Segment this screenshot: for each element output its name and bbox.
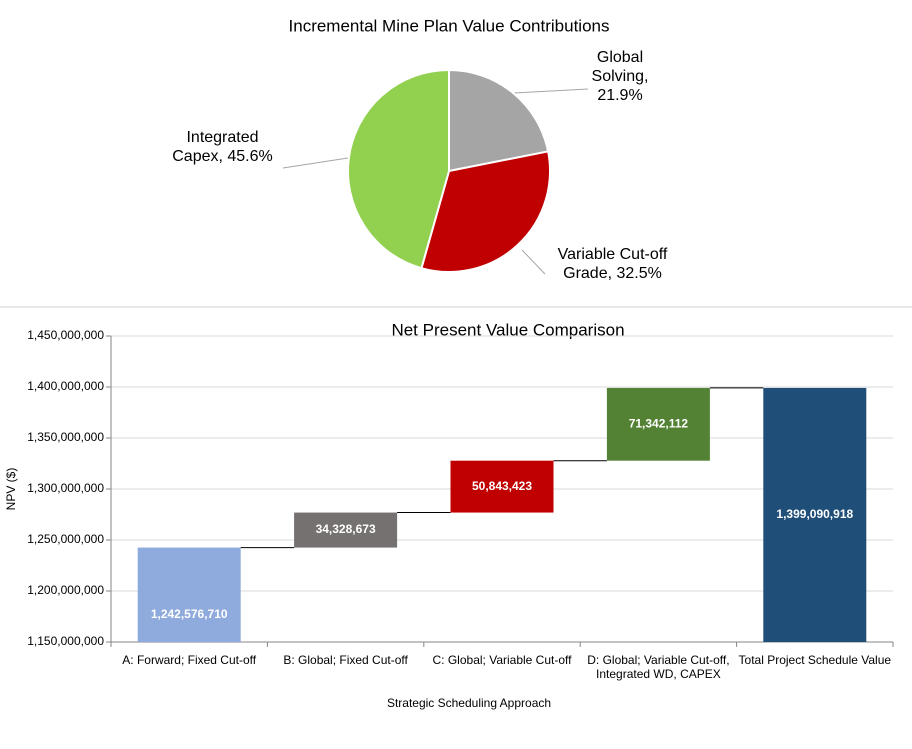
data-label: 34,328,673 [316,522,376,536]
y-axis-label: NPV ($) [4,468,18,511]
pie-slice [420,150,551,273]
leader-line [513,88,589,94]
y-tick-label: 1,150,000,000 [27,634,104,648]
x-tick-label: B: Global; Fixed Cut-off [283,653,408,667]
pie-title: Incremental Mine Plan Value Contribution… [289,16,610,35]
y-tick-label: 1,300,000,000 [27,481,104,495]
y-tick-label: 1,250,000,000 [27,532,104,546]
pie-slice [448,68,550,173]
y-tick-label: 1,350,000,000 [27,430,104,444]
leader-line [282,157,349,169]
data-label: 1,242,576,710 [151,607,228,621]
data-label: 50,843,423 [472,479,532,493]
pie-label: Variable Cut-off Grade, 32.5% [557,246,668,283]
bar [137,547,241,642]
x-tick-label: D: Global; Variable Cut-off, Integrated … [587,653,730,682]
data-label: 1,399,090,918 [776,507,853,521]
waterfall-title: Net Present Value Comparison [391,320,624,339]
x-tick-label: C: Global; Variable Cut-off [432,653,572,667]
pie-slice [347,68,450,270]
leader-line [521,249,546,275]
bar [606,387,710,461]
y-tick-label: 1,200,000,000 [27,583,104,597]
data-label: 71,342,112 [629,416,689,430]
pie-label: Global Solving, 21.9% [591,49,649,105]
x-tick-label: A: Forward; Fixed Cut-off [122,653,257,667]
y-tick-label: 1,450,000,000 [27,328,104,342]
bar [294,512,398,548]
pie-label: Integrated Capex, 45.6% [172,129,273,166]
bar [763,387,867,642]
x-tick-label: Total Project Schedule Value [738,653,892,667]
y-tick-label: 1,400,000,000 [27,379,104,393]
bar [450,460,554,513]
x-axis-label: Strategic Scheduling Approach [387,696,551,710]
